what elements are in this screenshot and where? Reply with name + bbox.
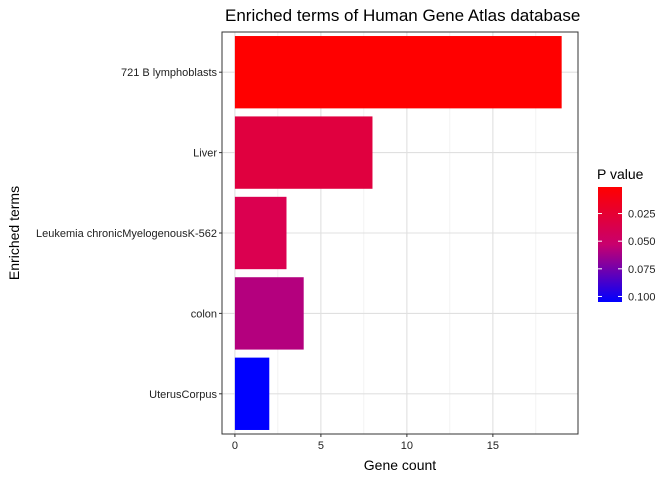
bar	[234, 277, 304, 350]
legend-colorbar	[598, 187, 622, 302]
plot-panel	[221, 31, 579, 435]
x-tick-label: 5	[318, 440, 324, 452]
bar	[234, 116, 373, 189]
legend: P value 0.025 0.050 0.075 0.100	[597, 166, 656, 303]
y-tick-label: UterusCorpus	[149, 389, 217, 401]
legend-title: P value	[597, 166, 644, 182]
bar	[234, 357, 270, 430]
x-tick-label: 10	[401, 440, 413, 452]
x-tick-label: 15	[487, 440, 499, 452]
legend-ticks: 0.025 0.050 0.075 0.100	[598, 209, 656, 303]
legend-label: 0.025	[628, 209, 656, 221]
bar	[234, 36, 562, 109]
y-tick-label: 721 B lymphoblasts	[121, 67, 217, 79]
legend-label: 0.050	[628, 236, 656, 248]
x-axis-title: Gene count	[364, 457, 436, 473]
y-axis-title: Enriched terms	[6, 186, 22, 280]
chart-title: Enriched terms of Human Gene Atlas datab…	[225, 6, 580, 25]
y-tick-label: Leukemia chronicMyelogenousK-562	[36, 228, 217, 240]
x-tick-label: 0	[232, 440, 238, 452]
y-tick-label: Liver	[193, 148, 217, 160]
x-axis: 0 5 10 15	[232, 434, 499, 452]
bar	[234, 196, 287, 270]
legend-label: 0.075	[628, 264, 656, 276]
y-axis: 721 B lymphoblasts Liver Leukemia chronicM…	[36, 67, 222, 401]
bars	[234, 36, 562, 430]
y-tick-label: colon	[191, 308, 217, 320]
legend-label: 0.100	[628, 291, 656, 303]
